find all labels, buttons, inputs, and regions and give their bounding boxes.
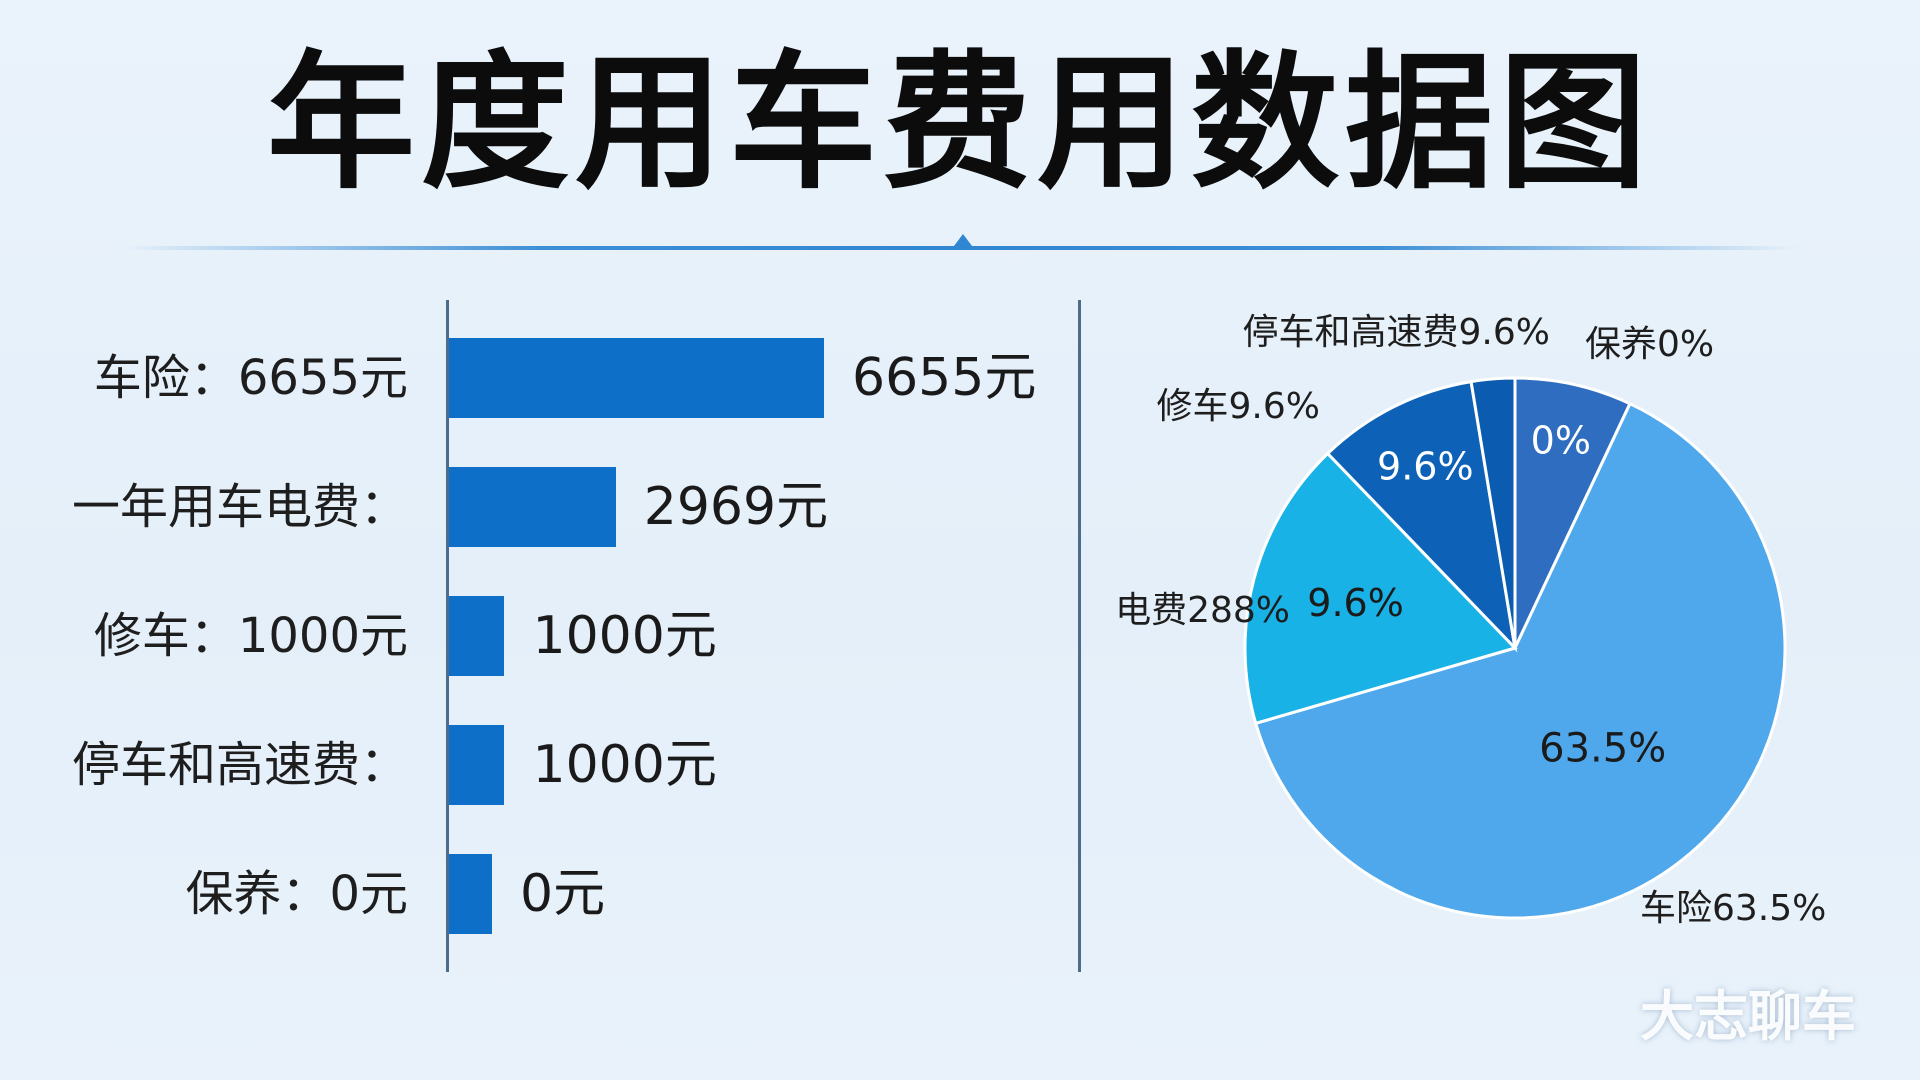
- bar: [448, 467, 616, 547]
- watermark: 大志聊车: [1640, 985, 1856, 1048]
- pie-inner-label: 0%: [1531, 419, 1591, 463]
- bar-category-label: 保养：0元: [185, 866, 408, 922]
- pie-outer-label: 停车和高速费9.6%: [1243, 312, 1550, 353]
- pie-slice: [1253, 401, 1787, 920]
- bar-value-label: 2969元: [643, 477, 829, 537]
- bar: [448, 725, 505, 805]
- pie-slice: [1325, 379, 1518, 653]
- pie-slice: [1469, 376, 1517, 649]
- bar: [448, 338, 824, 418]
- pie-slice: [1243, 451, 1518, 726]
- pie-outer-label: 车险63.5%: [1640, 888, 1826, 929]
- pie-slice: [1513, 376, 1632, 649]
- pie-inner-label: 9.6%: [1377, 445, 1474, 489]
- title-divider: [120, 246, 1800, 250]
- bar-value-label: 1000元: [532, 735, 717, 795]
- bar-value-label: 0元: [520, 864, 606, 924]
- pie-outer-label: 保养0%: [1585, 324, 1714, 365]
- bar-category-label: 车险：6655元: [93, 350, 408, 406]
- pie-inner-label: 9.6%: [1307, 581, 1404, 625]
- bar-category-label: 一年用车电费：: [71, 479, 408, 535]
- bar-category-label: 停车和高速费：: [71, 737, 408, 793]
- bar-category-label: 修车：1000元: [93, 608, 408, 664]
- pie-chart: 63.5% 9.6% 9.6% 0% 车险63.5% 电费288% 修车9.6% 停车和高速费…: [1115, 312, 1826, 929]
- chart-title: 年度用车费用数据图: [267, 37, 1653, 209]
- pie-inner-label: 63.5%: [1539, 726, 1666, 772]
- bar-value-label: 1000元: [532, 606, 717, 666]
- panel-divider: [1078, 300, 1081, 972]
- title-divider-marker: [954, 234, 972, 246]
- pie-outer-label: 修车9.6%: [1157, 386, 1320, 427]
- bar: [448, 854, 492, 934]
- bar: [448, 596, 505, 676]
- pie-outer-label: 电费288%: [1115, 590, 1290, 631]
- bar-value-label: 6655元: [852, 348, 1037, 408]
- bar-chart-axis: [446, 300, 449, 972]
